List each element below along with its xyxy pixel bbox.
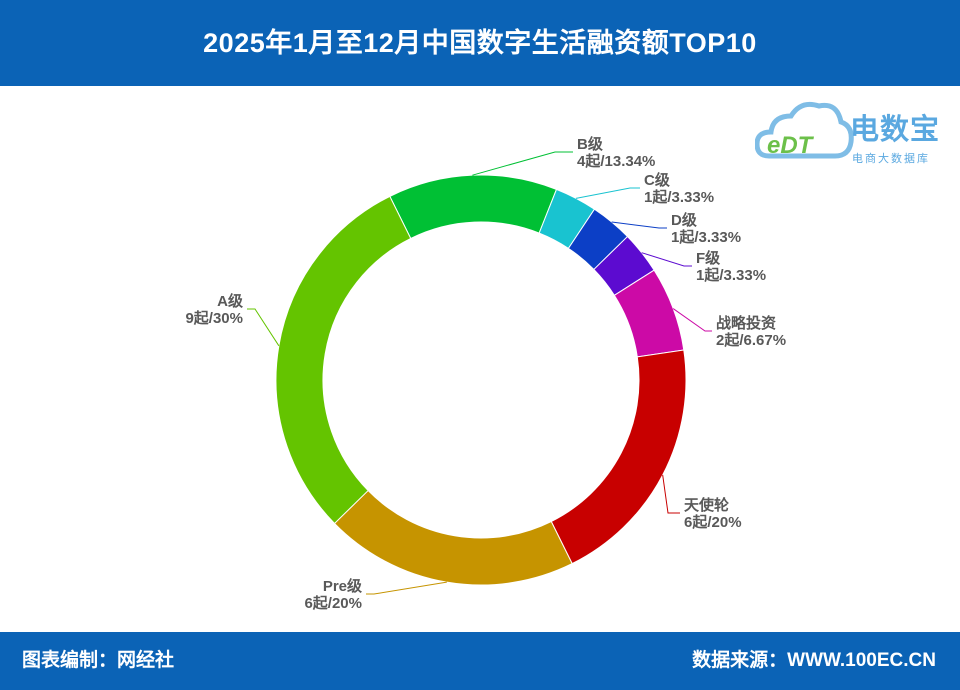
leader-line-C级 <box>575 187 640 199</box>
slice-label-value: 1起/3.33% <box>671 229 741 246</box>
footer-credit: 图表编制：网经社 <box>22 650 175 671</box>
donut-slices <box>275 174 687 586</box>
leader-line-战略投资 <box>672 308 712 332</box>
slice-label-value: 6起/20% <box>304 595 362 612</box>
cloud-icon <box>755 101 854 159</box>
leader-line-天使轮 <box>662 474 680 514</box>
logo-subtitle: 电商大数据库 <box>852 153 930 165</box>
slice-label-value: 1起/3.33% <box>696 267 766 284</box>
slice-label-value: 6起/20% <box>684 514 742 531</box>
logo-mark: eDT <box>767 132 813 159</box>
leader-line-B级 <box>472 151 573 176</box>
slice-label-name: 战略投资 <box>716 314 776 332</box>
slice-label-value: 2起/6.67% <box>716 332 786 349</box>
slice-A级 <box>275 195 412 525</box>
leader-line-Pre级 <box>366 581 447 595</box>
slice-label-name: F级 <box>696 249 721 267</box>
slice-label-value: 9起/30% <box>185 310 243 327</box>
logo: eDT 电数宝 电商大数据库 <box>755 90 955 170</box>
slice-labels: B级4起/13.34%C级1起/3.33%D级1起/3.33%F级1起/3.33… <box>185 135 786 612</box>
title-bar: 2025年1月至12月中国数字生活融资额TOP10 <box>0 0 960 86</box>
slice-B级 <box>389 174 558 240</box>
slice-label-name: C级 <box>644 171 671 189</box>
slice-label-name: D级 <box>671 211 698 229</box>
slice-天使轮 <box>550 349 687 565</box>
slice-label-name: B级 <box>577 135 604 153</box>
footer-bar: 图表编制：网经社 数据来源：WWW.100EC.CN <box>0 632 960 690</box>
page-title: 2025年1月至12月中国数字生活融资额TOP10 <box>203 28 757 58</box>
leader-line-A级 <box>247 308 280 347</box>
slice-label-name: A级 <box>217 292 244 310</box>
slice-label-value: 4起/13.34% <box>577 153 655 170</box>
leader-line-D级 <box>611 221 667 229</box>
slice-label-name: Pre级 <box>323 577 363 595</box>
slice-Pre级 <box>333 489 573 586</box>
slice-label-value: 1起/3.33% <box>644 189 714 206</box>
footer-source: 数据来源：WWW.100EC.CN <box>692 650 936 671</box>
slice-label-name: 天使轮 <box>684 496 729 514</box>
leader-line-F级 <box>641 252 692 267</box>
logo-brand: 电数宝 <box>850 114 941 146</box>
